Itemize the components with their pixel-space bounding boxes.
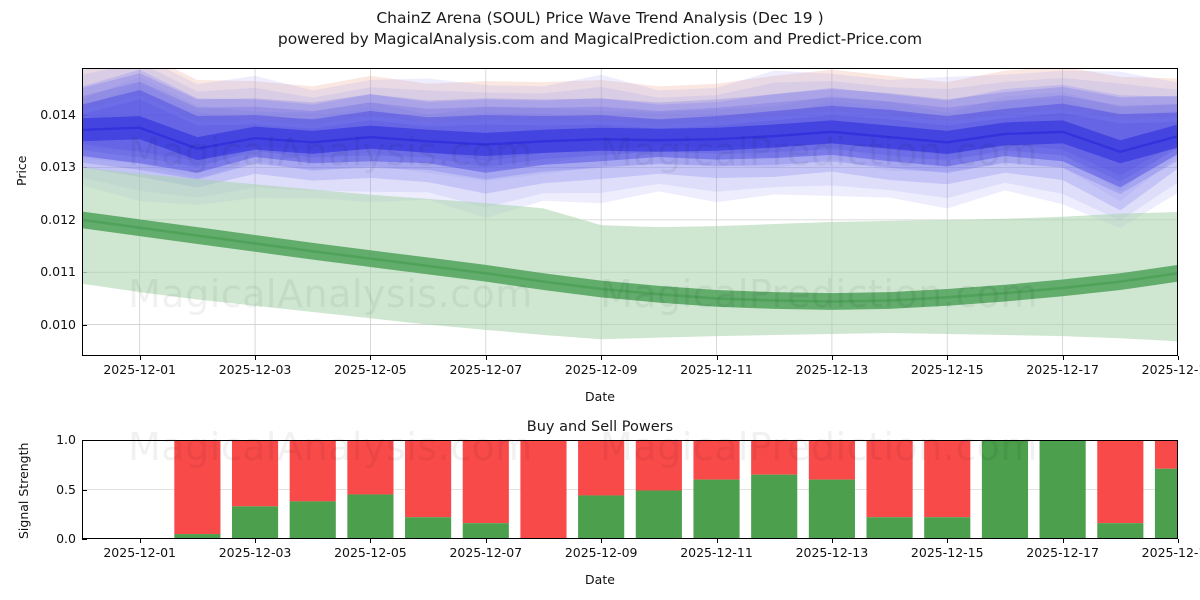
page-subtitle: powered by MagicalAnalysis.com and Magic…: [277, 30, 923, 48]
price-x-tick: 2025-12-11: [680, 362, 753, 377]
price-x-tickmark: [831, 356, 833, 360]
powers-x-axis-label: Date: [585, 572, 615, 587]
powers-x-tick: 2025-12-11: [680, 545, 753, 560]
price-x-tick: 2025-12-01: [103, 362, 176, 377]
powers-y-tickmark: [82, 539, 87, 540]
powers-x-tickmark: [831, 539, 833, 543]
price-x-axis-label: Date: [585, 389, 615, 404]
powers-x-tick: 2025-12-13: [795, 545, 869, 560]
powers-y-tick: 0.5: [56, 481, 76, 497]
powers-x-tick: 2025-12-01: [103, 545, 176, 560]
price-y-tick: 0.014: [40, 107, 76, 123]
powers-y-tick-labels: 0.0 0.5 1.0: [6, 432, 87, 546]
price-x-tickmark: [947, 356, 949, 360]
page-title: ChainZ Arena (SOUL) Price Wave Trend Ana…: [376, 9, 824, 27]
powers-x-tickmark: [139, 539, 141, 543]
price-x-tick: 2025-12-17: [1026, 362, 1099, 377]
price-x-tickmark: [716, 356, 718, 360]
price-x-tick: 2025-12-03: [218, 362, 292, 377]
price-x-tickmark: [1062, 356, 1064, 360]
price-x-tick: 2025-12-07: [449, 362, 523, 377]
powers-y-tick: 0.0: [56, 531, 76, 546]
price-x-tickmark: [1178, 356, 1179, 360]
powers-y-tick: 1.0: [56, 432, 76, 447]
powers-x-tick: 2025-12-05: [334, 545, 407, 560]
powers-x-tickmark: [1062, 539, 1064, 543]
price-x-tickmark: [601, 356, 603, 360]
powers-y-tickmark: [82, 489, 87, 491]
price-y-tick: 0.010: [40, 316, 76, 332]
powers-x-tickmark: [255, 539, 257, 543]
price-y-tick: 0.012: [40, 211, 76, 227]
powers-x-tick: 2025-12-15: [910, 545, 984, 560]
price-x-tick: 2025-12-09: [564, 362, 638, 377]
powers-x-tick: 2025-12-19: [1141, 545, 1200, 560]
price-x-tick: 2025-12-15: [910, 362, 984, 377]
powers-chart-panel: [82, 440, 1178, 539]
powers-chart-svg: [82, 440, 1178, 539]
powers-chart-title: Buy and Sell Powers: [526, 419, 674, 435]
powers-chart-frame: [82, 440, 1178, 539]
powers-x-tickmark: [716, 539, 718, 543]
powers-x-tick: 2025-12-03: [218, 545, 292, 560]
powers-x-tickmark: [601, 539, 603, 543]
powers-x-tickmark: [370, 539, 372, 543]
price-y-tickmark: [82, 324, 87, 326]
powers-x-tickmark: [947, 539, 949, 543]
powers-x-tick: 2025-12-07: [449, 545, 523, 560]
powers-x-tick: 2025-12-17: [1026, 545, 1099, 560]
price-x-tickmark: [139, 356, 141, 360]
price-y-tickmark: [82, 115, 87, 117]
price-y-tick-labels: 0.010 0.011 0.012 0.013 0.014: [6, 68, 87, 356]
price-x-tickmark: [485, 356, 487, 360]
price-chart-svg: [82, 68, 1178, 356]
price-y-tick: 0.013: [40, 159, 76, 175]
price-y-tick: 0.011: [40, 264, 76, 280]
title-block: ChainZ Arena (SOUL) Price Wave Trend Ana…: [0, 8, 1200, 50]
powers-x-tick: 2025-12-09: [564, 545, 638, 560]
price-x-tick: 2025-12-19: [1141, 362, 1200, 377]
powers-x-tickmark: [485, 539, 487, 543]
price-x-tick: 2025-12-13: [795, 362, 869, 377]
price-chart-panel: [82, 68, 1178, 356]
price-x-tickmark: [370, 356, 372, 360]
price-chart-frame: [82, 68, 1178, 356]
price-x-tickmark: [255, 356, 257, 360]
powers-x-tickmark: [1178, 539, 1179, 543]
price-x-tick: 2025-12-05: [334, 362, 407, 377]
